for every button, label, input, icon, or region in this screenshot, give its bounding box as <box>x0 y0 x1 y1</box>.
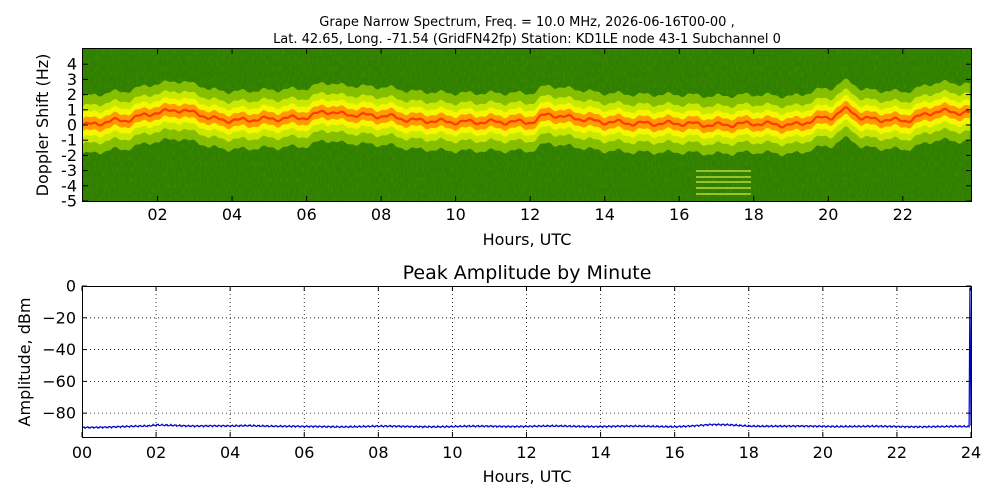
amplitude-x-tick-label: 16 <box>664 443 684 462</box>
amplitude-x-label: Hours, UTC <box>483 467 572 486</box>
amplitude-x-tick-label: 20 <box>813 443 833 462</box>
carrier-peak-line <box>83 106 970 129</box>
amplitude-y-tick-label: 0 <box>66 277 76 296</box>
spectrogram-x-tick-label: 06 <box>296 205 316 224</box>
amplitude-y-label: Amplitude, dBm <box>15 298 34 427</box>
spectrogram-x-tick-label: 12 <box>520 205 540 224</box>
spectrogram-y-tick-label: 3 <box>67 70 77 89</box>
spectrogram-x-tick-label: 08 <box>371 205 391 224</box>
spectrogram-x-label: Hours, UTC <box>483 230 572 249</box>
amplitude-series-line <box>82 287 971 430</box>
amplitude-x-tick-label: 02 <box>146 443 166 462</box>
amplitude-x-tick-label: 24 <box>961 443 981 462</box>
spectrogram-x-tick-label: 20 <box>818 205 838 224</box>
spectrogram-y-tick-label: -1 <box>61 131 77 150</box>
amplitude-panel: Peak Amplitude by Minute 00 02 04 06 08 10 12 1… <box>15 262 981 486</box>
amplitude-x-tick-label: 22 <box>887 443 907 462</box>
amplitude-x-tick-label: 08 <box>368 443 388 462</box>
amplitude-x-tick-label: 10 <box>442 443 462 462</box>
spectrogram-y-tick-label: -4 <box>61 176 77 195</box>
spectrogram-x-tick-label: 16 <box>669 205 689 224</box>
amplitude-title: Peak Amplitude by Minute <box>403 262 652 284</box>
spectrogram-x-tick-label: 04 <box>222 205 242 224</box>
amplitude-x-tick-label: 18 <box>739 443 759 462</box>
amplitude-x-tick-label: 14 <box>590 443 610 462</box>
amplitude-x-tick-label: 06 <box>294 443 314 462</box>
spectrogram-y-tick-label: -5 <box>61 192 77 211</box>
spectrogram-subtitle: Lat. 42.65, Long. -71.54 (GridFN42fp) St… <box>273 32 781 47</box>
amplitude-y-ticks: 0 −20 −40 −60 −80 <box>42 277 971 423</box>
amplitude-y-tick-label: −40 <box>42 340 76 359</box>
carrier-core <box>83 101 970 134</box>
spectrogram-x-tick-label: 02 <box>147 205 167 224</box>
amplitude-x-tick-label: 04 <box>220 443 240 462</box>
spectrogram-y-tick-label: 2 <box>67 85 77 104</box>
spectrogram-title: Grape Narrow Spectrum, Freq. = 10.0 MHz,… <box>319 15 734 30</box>
amplitude-y-tick-label: −60 <box>42 372 76 391</box>
spectrogram-x-tick-label: 22 <box>893 205 913 224</box>
spectrogram-y-label: Doppler Shift (Hz) <box>33 54 52 197</box>
artifact-lines <box>696 170 751 195</box>
spectrogram-x-ticks: 02 04 06 08 10 12 14 16 18 20 22 <box>147 49 913 224</box>
amplitude-grid <box>82 286 971 437</box>
amplitude-x-ticks: 00 02 04 06 08 10 12 14 16 18 20 22 24 <box>72 286 981 462</box>
spectrogram-y-tick-label: -2 <box>61 146 77 165</box>
amplitude-plot-area <box>82 286 971 437</box>
spectrogram-y-tick-label: 1 <box>67 100 77 119</box>
amplitude-y-tick-label: −80 <box>42 404 76 423</box>
carrier-trace <box>83 78 970 157</box>
spectrogram-x-tick-label: 10 <box>445 205 465 224</box>
spectrogram-y-tick-label: 0 <box>67 116 77 135</box>
amplitude-y-tick-label: −20 <box>42 308 76 327</box>
spectrogram-panel: Grape Narrow Spectrum, Freq. = 10.0 MHz,… <box>33 15 972 249</box>
amplitude-x-tick-label: 00 <box>72 443 92 462</box>
spectrogram-y-tick-label: 4 <box>67 55 77 74</box>
spectrogram-frame <box>82 48 972 202</box>
spectrogram-x-tick-label: 18 <box>744 205 764 224</box>
amplitude-x-tick-label: 12 <box>516 443 536 462</box>
spectrogram-x-tick-label: 14 <box>595 205 615 224</box>
spectrogram-y-tick-label: -3 <box>61 161 77 180</box>
